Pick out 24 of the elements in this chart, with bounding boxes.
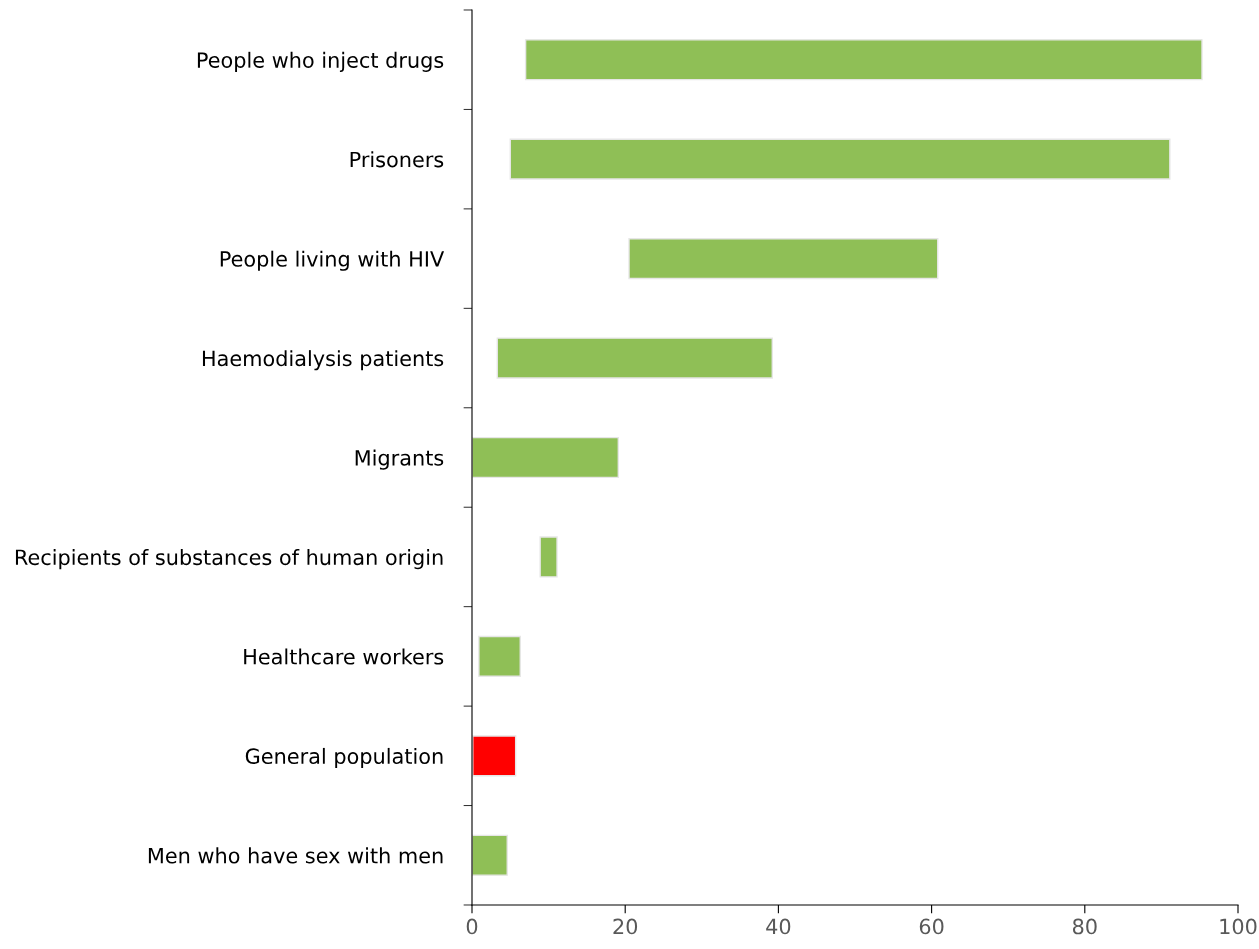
x-tick-label: 40 [766,918,791,935]
bar [472,436,620,479]
bar [478,635,521,677]
bar [628,238,939,280]
y-tick-label: Prisoners [350,151,444,168]
x-tick-label: 20 [613,918,638,935]
bar [472,834,508,876]
y-tick-label: Recipients of substances of human origin [15,549,443,570]
x-tick-label: 60 [919,918,944,935]
x-tick-label: 100 [1220,918,1257,935]
y-tick-label: People who inject drugs [197,51,444,72]
y-tick-label: Healthcare workers [244,648,444,665]
y-tick-label: General population [245,747,443,769]
x-tick-label: 0 [466,918,478,935]
bar [524,39,1203,81]
y-tick-label: Men who have sex with men [148,847,443,864]
bar [496,337,773,379]
bar [472,735,517,777]
y-tick-label: Haemodialysis patients [202,350,444,371]
y-tick-label: Migrants [355,449,444,470]
bar [509,138,1171,180]
x-tick-label: 80 [1072,918,1097,935]
y-tick-label: People living with HIV [220,250,445,271]
bar [539,536,558,578]
